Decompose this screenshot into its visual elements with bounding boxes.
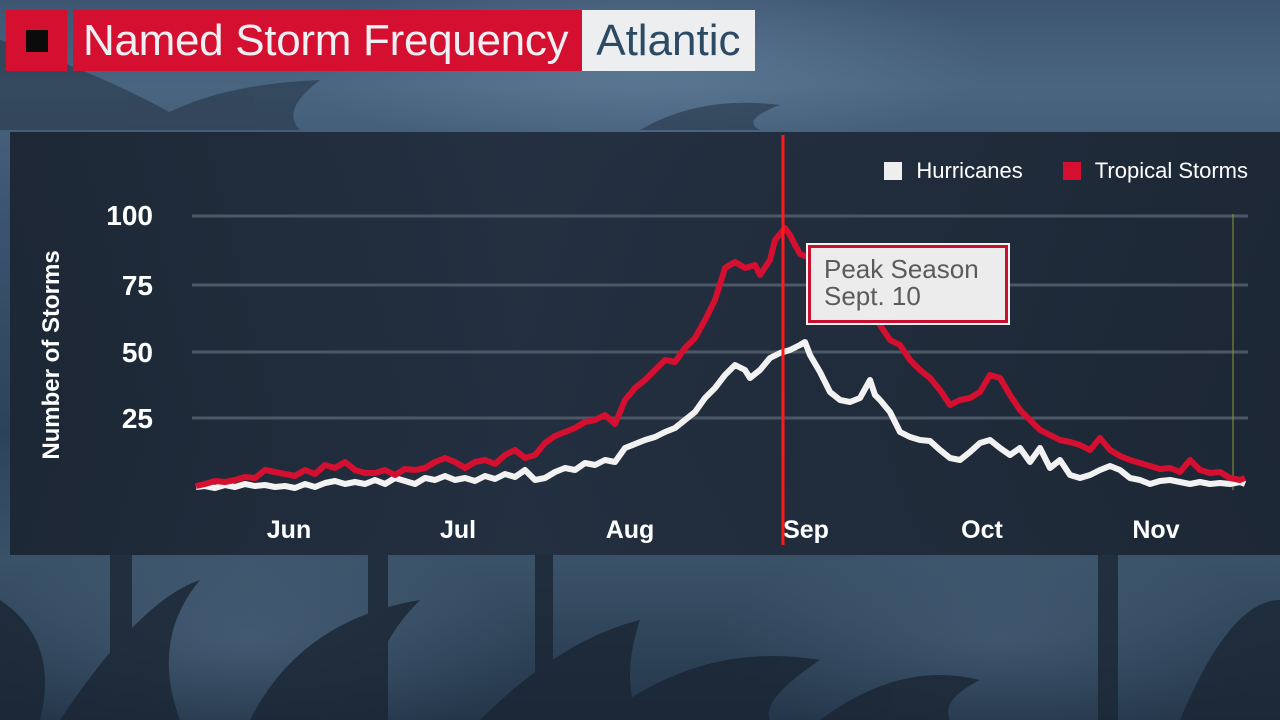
legend-swatch-tropical-storms	[1062, 162, 1081, 180]
peak-season-callout: Peak Season Sept. 10	[806, 243, 1010, 325]
legend-item-hurricanes: Hurricanes	[884, 158, 1023, 184]
x-tick-jun: Jun	[266, 516, 312, 544]
region-label: Atlantic	[582, 10, 755, 71]
y-tick-25: 25	[121, 403, 153, 434]
tropical-storms-line	[195, 225, 1247, 489]
y-tick-100: 100	[106, 200, 153, 231]
hurricanes-line	[195, 339, 1247, 491]
y-tick-75: 75	[121, 270, 153, 301]
title-icon-box	[6, 10, 67, 71]
chart-legend: Hurricanes Tropical Storms	[844, 158, 1248, 184]
y-tick-50: 50	[121, 337, 153, 368]
legend-item-tropical-storms: Tropical Storms	[1062, 158, 1248, 184]
black-square-icon	[25, 29, 48, 52]
title-bar: Named Storm Frequency Atlantic	[6, 10, 755, 71]
callout-line-2: Sept. 10	[824, 281, 921, 311]
legend-label: Hurricanes	[916, 158, 1023, 183]
x-tick-aug: Aug	[605, 516, 655, 544]
callout-line-1: Peak Season	[824, 254, 979, 284]
legend-label: Tropical Storms	[1094, 158, 1248, 183]
x-tick-nov: Nov	[1132, 516, 1180, 544]
chart-title: Named Storm Frequency	[73, 10, 583, 71]
x-tick-oct: Oct	[961, 516, 1003, 544]
legend-swatch-hurricanes	[884, 162, 903, 180]
x-tick-sep: Sep	[783, 516, 829, 544]
x-tick-jul: Jul	[439, 516, 477, 544]
gridlines	[192, 214, 1248, 420]
